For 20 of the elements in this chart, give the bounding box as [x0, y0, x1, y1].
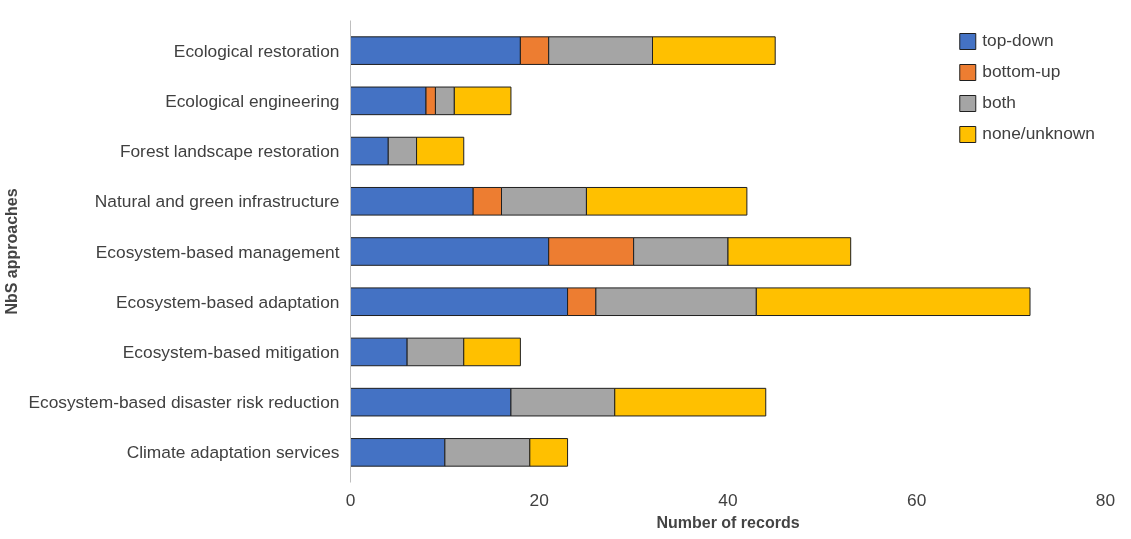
y-tick-label: Natural and green infrastructure: [94, 191, 340, 212]
legend-label: none/unknown: [982, 123, 1095, 144]
legend-label: top-down: [982, 30, 1054, 51]
x-axis-title: Number of records: [656, 513, 800, 531]
y-tick-label: Forest landscape restoration: [119, 141, 340, 162]
x-tick-label: 80: [1095, 489, 1116, 510]
y-tick-label: Ecological restoration: [173, 40, 340, 61]
y-tick-label: Ecological engineering: [165, 90, 340, 111]
legend-label: both: [982, 92, 1016, 113]
y-tick-label: Ecosystem-based mitigation: [122, 341, 340, 362]
y-tick-label: Climate adaptation services: [126, 442, 340, 463]
x-tick-label: 20: [529, 489, 549, 510]
legend-label: bottom-up: [982, 61, 1061, 82]
x-tick-label: 0: [345, 489, 356, 510]
y-tick-label: Ecosystem-based adaptation: [116, 291, 340, 312]
y-tick-label: Ecosystem-based disaster risk reduction: [28, 392, 340, 413]
y-axis-title: NbS approaches: [3, 188, 21, 315]
x-tick-label: 60: [907, 489, 927, 510]
y-tick-label: Ecosystem-based management: [95, 241, 340, 262]
x-tick-label: 40: [718, 489, 738, 510]
